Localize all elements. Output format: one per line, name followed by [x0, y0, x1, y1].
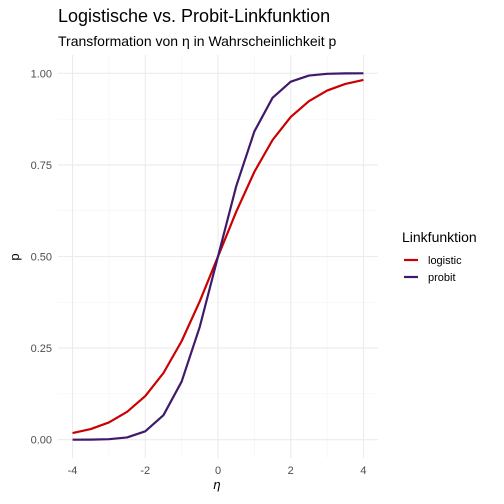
x-tick-labels: -4 -2 0 2 4: [68, 465, 367, 477]
y-tick-label: 0.75: [31, 160, 52, 172]
x-tick-label: 0: [215, 465, 221, 477]
y-tick-labels: 0.00 0.25 0.50 0.75 1.00: [31, 68, 52, 446]
chart-subtitle: Transformation von η in Wahrscheinlichke…: [58, 33, 337, 49]
chart-title: Logistische vs. Probit-Linkfunktion: [58, 6, 330, 26]
y-tick-label: 1.00: [31, 68, 52, 80]
legend-label-logistic: logistic: [428, 255, 462, 267]
grid-major-lines: [58, 55, 378, 458]
x-tick-label: 2: [288, 465, 294, 477]
legend-title: Linkfunktion: [402, 229, 477, 245]
x-tick-label: -4: [68, 465, 78, 477]
y-tick-label: 0.25: [31, 343, 52, 355]
series-lines: [72, 72, 364, 441]
y-axis-label: p: [7, 253, 22, 260]
x-tick-label: -2: [140, 465, 150, 477]
y-tick-label: 0.00: [31, 435, 52, 447]
legend: Linkfunktion logistic probit: [402, 229, 477, 284]
series-line-probit: [72, 72, 364, 441]
x-axis-label: η: [213, 477, 220, 492]
legend-items: logistic probit: [404, 255, 462, 284]
x-tick-label: 4: [360, 465, 366, 477]
y-tick-label: 0.50: [31, 252, 52, 264]
legend-label-probit: probit: [428, 272, 456, 284]
